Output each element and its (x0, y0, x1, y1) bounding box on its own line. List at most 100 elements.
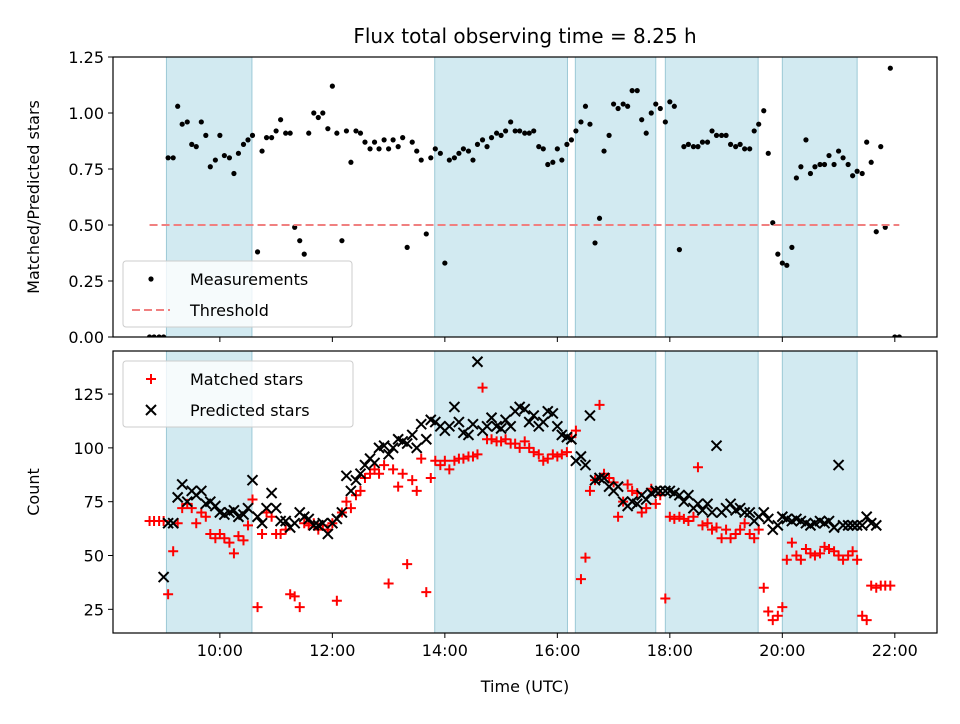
measurement-point (803, 137, 809, 143)
measurement-point (235, 150, 242, 156)
measurement-point (301, 251, 307, 257)
matched-star-point (861, 615, 872, 626)
shaded-interval (664, 350, 759, 634)
measurement-point (747, 146, 753, 152)
matched-star-point (688, 511, 699, 522)
measurement-point (582, 103, 589, 109)
matched-star-point (795, 554, 806, 565)
x-tick-label: 10:00 (197, 641, 243, 660)
measurement-point (896, 334, 902, 337)
matched-star-point (219, 533, 230, 544)
measurement-point (395, 144, 401, 150)
measurement-point (151, 334, 157, 337)
matched-star-point (163, 589, 174, 600)
predicted-star-point (387, 442, 399, 454)
predicted-star-point (176, 478, 188, 491)
matched-star-point (238, 535, 249, 546)
measurement-point (554, 146, 560, 152)
predicted-star-point (228, 504, 240, 517)
matched-star-point (430, 455, 441, 466)
matched-star-point (702, 518, 713, 529)
measurement-point (620, 101, 626, 107)
matched-star-point (697, 520, 708, 531)
matched-star-point (533, 449, 544, 460)
measurement-point (381, 137, 387, 143)
predicted-star-point (650, 485, 662, 497)
measurement-point (446, 157, 452, 163)
measurement-point (428, 155, 434, 161)
shaded-interval (781, 56, 858, 338)
measurement-point (559, 157, 565, 163)
predicted-star-point (837, 519, 849, 532)
predicted-star-point (471, 356, 484, 368)
measurement-point (390, 137, 396, 143)
predicted-star-point (270, 502, 282, 514)
matched-star-point (191, 518, 202, 529)
predicted-star-point (504, 420, 517, 433)
matched-star-point (200, 511, 211, 522)
matched-star-point (739, 518, 750, 529)
x-tick-label: 12:00 (309, 641, 355, 660)
measurement-point (488, 135, 495, 141)
matched-star-point (538, 455, 549, 466)
measurement-point (606, 132, 612, 138)
measurement-point (357, 130, 364, 136)
legend-label: Threshold (189, 301, 269, 320)
measurement-point (263, 135, 270, 141)
matched-star-point (627, 485, 638, 496)
matched-star-point (341, 496, 352, 507)
predicted-star-point (167, 517, 179, 529)
measurement-point (254, 249, 261, 255)
measurement-point (479, 137, 486, 143)
predicted-star-point (519, 403, 531, 415)
measurement-point (217, 132, 223, 138)
legend-matched-marker (146, 374, 156, 384)
measurement-point (727, 141, 734, 147)
predicted-star-point (593, 472, 606, 484)
matched-star-point (678, 513, 689, 524)
matched-star-point (383, 578, 394, 589)
predicted-star-point (448, 401, 461, 413)
shaded-interval (781, 350, 858, 634)
measurement-point (465, 148, 472, 154)
matched-star-point (692, 462, 703, 473)
matched-star-point (449, 455, 460, 466)
measurement-point (817, 161, 823, 168)
measurement-point (737, 141, 743, 147)
measurement-point (685, 141, 691, 147)
matched-star-point (871, 582, 882, 593)
axes-frame (112, 56, 938, 338)
measurement-point (629, 88, 635, 94)
measurement-point (273, 128, 279, 134)
measurement-point (189, 141, 195, 147)
y-axis-label: Count (24, 468, 43, 516)
measurement-point (306, 130, 312, 136)
matched-star-point (650, 498, 661, 509)
predicted-star-point (195, 485, 208, 497)
measurement-point (850, 173, 856, 179)
measurement-point (653, 101, 659, 107)
measurement-point (662, 119, 668, 125)
matched-star-point (472, 449, 483, 460)
measurement-point (625, 103, 631, 109)
matched-star-point (486, 434, 497, 445)
measurement-point (709, 128, 715, 134)
measurement-point (165, 155, 171, 161)
measurement-point (831, 161, 837, 168)
measurement-point (231, 170, 237, 177)
measurement-point (821, 161, 828, 168)
matched-star-point (575, 574, 586, 585)
matched-star-point (393, 481, 404, 492)
measurement-point (892, 334, 898, 337)
predicted-star-point (406, 429, 418, 441)
matched-star-point (228, 548, 239, 559)
matched-star-point (767, 615, 778, 626)
measurement-point (671, 103, 677, 109)
matched-star-point (374, 468, 385, 479)
matched-star-point (707, 524, 718, 535)
legend: Matched stars Predicted stars (122, 360, 354, 428)
measurement-point (699, 139, 706, 145)
legend: Measurements Threshold (122, 260, 353, 328)
